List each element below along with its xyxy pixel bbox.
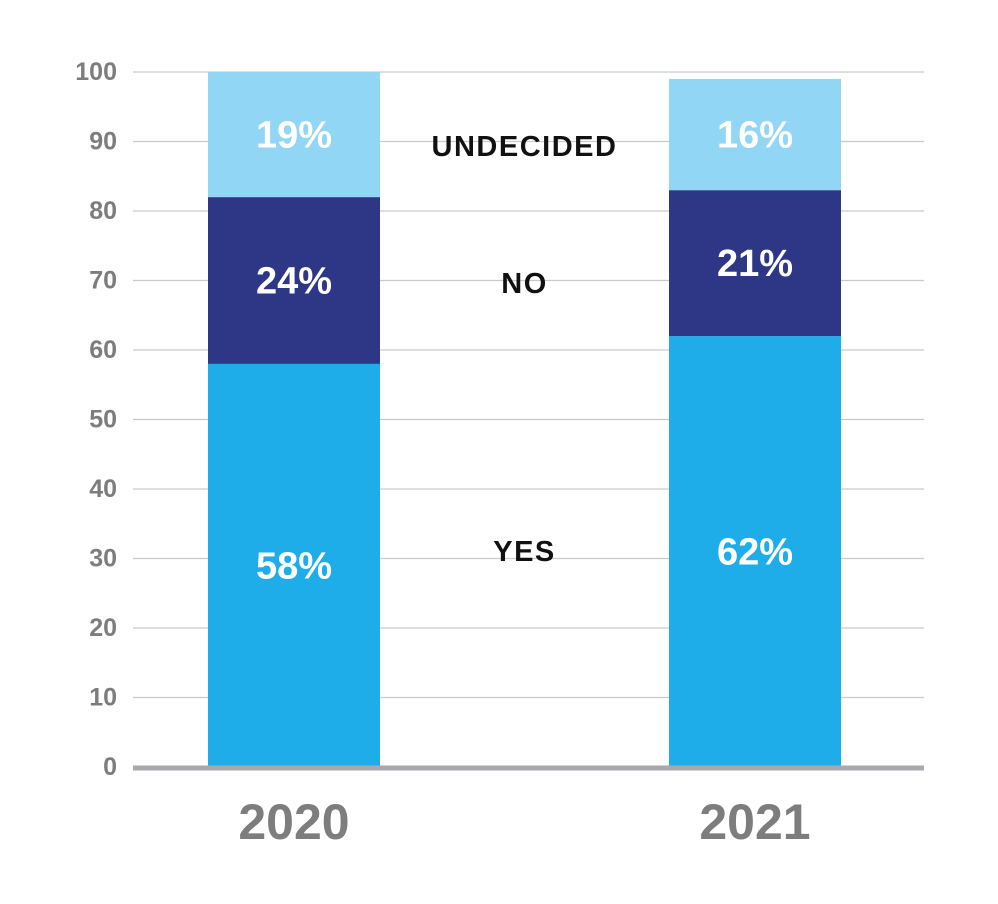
data-label-undecided-2021: 16% <box>717 115 793 157</box>
series-label-undecided: UNDECIDED <box>432 131 618 163</box>
y-tick-label: 50 <box>89 406 117 434</box>
bar-segment-yes-2021 <box>669 336 841 767</box>
series-labels: YES NO UNDECIDED <box>432 131 618 568</box>
y-tick-label: 70 <box>89 267 117 295</box>
y-tick-label: 10 <box>89 684 117 712</box>
bar-segment-no-2020 <box>208 197 380 364</box>
x-axis-categories: 2020 2021 <box>238 794 810 850</box>
y-tick-label: 30 <box>89 545 117 573</box>
y-tick-label: 40 <box>89 475 117 503</box>
y-tick-label: 80 <box>89 197 117 225</box>
data-label-undecided-2020: 19% <box>256 115 332 157</box>
y-tick-label: 60 <box>89 336 117 364</box>
bar-segment-undecided-2021 <box>669 78 841 191</box>
y-tick-label: 100 <box>75 58 117 86</box>
y-axis-ticks: 0 10 20 30 40 50 60 70 80 90 100 <box>75 58 117 781</box>
y-tick-label: 90 <box>89 128 117 156</box>
series-label-no: NO <box>501 268 548 300</box>
data-label-yes-2020: 58% <box>256 545 332 587</box>
bar-segment-no-2021 <box>669 190 841 337</box>
bars: 58% 24% 19% 62% 21% 16% <box>208 72 841 767</box>
series-label-yes: YES <box>493 536 556 568</box>
y-tick-label: 20 <box>89 614 117 642</box>
bar-segment-yes-2020 <box>208 363 380 767</box>
x-category-label-2020: 2020 <box>238 794 349 850</box>
data-label-no-2021: 21% <box>717 243 793 285</box>
data-label-yes-2021: 62% <box>717 532 793 574</box>
bar-segment-undecided-2020 <box>208 72 380 198</box>
y-tick-label: 0 <box>103 753 117 781</box>
data-label-no-2020: 24% <box>256 261 332 303</box>
x-category-label-2021: 2021 <box>699 794 810 850</box>
